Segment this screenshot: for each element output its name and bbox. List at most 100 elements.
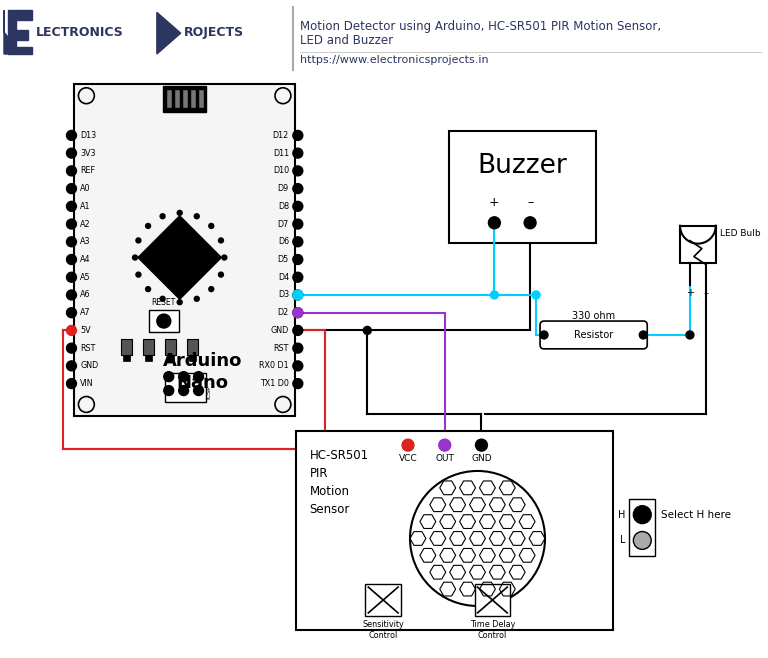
Bar — [296, 431, 614, 630]
Circle shape — [67, 148, 77, 158]
Circle shape — [293, 343, 303, 353]
Circle shape — [686, 331, 694, 339]
Text: VCC: VCC — [399, 454, 417, 463]
Circle shape — [177, 211, 182, 215]
Text: TX1 D0: TX1 D0 — [260, 379, 289, 388]
Bar — [680, 226, 716, 263]
Text: LED Bulb: LED Bulb — [720, 229, 760, 238]
Text: D6: D6 — [278, 238, 289, 246]
Circle shape — [194, 386, 204, 395]
Text: D8: D8 — [278, 202, 289, 211]
Text: ROJECTS: ROJECTS — [184, 26, 243, 39]
Bar — [199, 89, 204, 108]
Circle shape — [67, 219, 77, 229]
Text: ICSP: ICSP — [207, 386, 211, 399]
Circle shape — [160, 296, 165, 301]
Text: +: + — [686, 288, 694, 298]
Circle shape — [209, 224, 214, 228]
Circle shape — [67, 290, 77, 300]
Text: D11: D11 — [273, 149, 289, 158]
Circle shape — [164, 372, 174, 382]
Circle shape — [634, 506, 651, 524]
FancyBboxPatch shape — [540, 321, 647, 349]
Text: A5: A5 — [81, 272, 91, 282]
Circle shape — [439, 439, 451, 451]
Text: –: – — [703, 288, 708, 298]
Circle shape — [532, 291, 540, 299]
Circle shape — [67, 166, 77, 176]
Circle shape — [67, 201, 77, 211]
Text: RST: RST — [81, 343, 96, 353]
Circle shape — [363, 326, 371, 334]
Circle shape — [194, 296, 199, 301]
Circle shape — [293, 130, 303, 140]
Text: –: – — [527, 196, 533, 209]
Circle shape — [179, 372, 189, 382]
Circle shape — [218, 272, 223, 277]
Text: A1: A1 — [81, 202, 91, 211]
Circle shape — [67, 343, 77, 353]
Text: 330 ohm: 330 ohm — [572, 311, 615, 321]
Bar — [165, 339, 176, 355]
Bar — [123, 355, 130, 361]
Circle shape — [67, 326, 77, 336]
Text: Time Delay
Control: Time Delay Control — [470, 620, 515, 640]
Text: D13: D13 — [81, 131, 97, 140]
Circle shape — [491, 291, 498, 299]
Circle shape — [67, 272, 77, 282]
Circle shape — [293, 361, 303, 371]
Circle shape — [293, 290, 303, 300]
Bar — [187, 339, 197, 355]
Circle shape — [67, 255, 77, 265]
Text: 3V3: 3V3 — [81, 149, 96, 158]
Text: LECTRONICS: LECTRONICS — [36, 26, 124, 39]
Text: Sensitivity
Control: Sensitivity Control — [362, 620, 404, 640]
Text: RX0 D1: RX0 D1 — [260, 361, 289, 370]
Circle shape — [209, 287, 214, 291]
Circle shape — [146, 287, 151, 291]
Text: D3: D3 — [278, 290, 289, 299]
Text: A2: A2 — [81, 220, 91, 228]
Bar — [143, 339, 154, 355]
Circle shape — [133, 255, 137, 260]
Circle shape — [293, 219, 303, 229]
Circle shape — [402, 439, 414, 451]
Circle shape — [634, 532, 651, 549]
Text: H: H — [618, 510, 625, 520]
Circle shape — [67, 308, 77, 318]
Bar — [449, 132, 596, 243]
Circle shape — [136, 238, 141, 243]
Circle shape — [194, 372, 204, 382]
Circle shape — [293, 290, 303, 300]
Bar — [149, 310, 179, 332]
Circle shape — [157, 314, 170, 328]
Text: REF: REF — [81, 166, 95, 176]
Text: A7: A7 — [81, 308, 91, 317]
Circle shape — [67, 184, 77, 193]
Text: RST: RST — [273, 343, 289, 353]
Text: RESET: RESET — [151, 298, 176, 307]
Text: D12: D12 — [273, 131, 289, 140]
Bar — [189, 355, 196, 361]
Polygon shape — [138, 216, 221, 299]
Polygon shape — [157, 13, 180, 54]
Circle shape — [67, 237, 77, 247]
Circle shape — [293, 378, 303, 389]
Text: GND: GND — [81, 361, 98, 370]
Text: 5V: 5V — [81, 326, 91, 335]
Text: A6: A6 — [81, 290, 91, 299]
Text: Select H here: Select H here — [661, 510, 731, 520]
Bar — [190, 89, 196, 108]
Bar — [174, 89, 180, 108]
Polygon shape — [4, 11, 22, 54]
Circle shape — [293, 166, 303, 176]
Text: Resistor: Resistor — [574, 330, 614, 340]
Circle shape — [222, 255, 227, 260]
Text: D7: D7 — [277, 220, 289, 228]
Text: D10: D10 — [273, 166, 289, 176]
Circle shape — [146, 224, 151, 228]
Circle shape — [177, 299, 182, 305]
Text: D2: D2 — [277, 308, 289, 317]
Bar — [366, 584, 401, 616]
Circle shape — [639, 331, 647, 339]
